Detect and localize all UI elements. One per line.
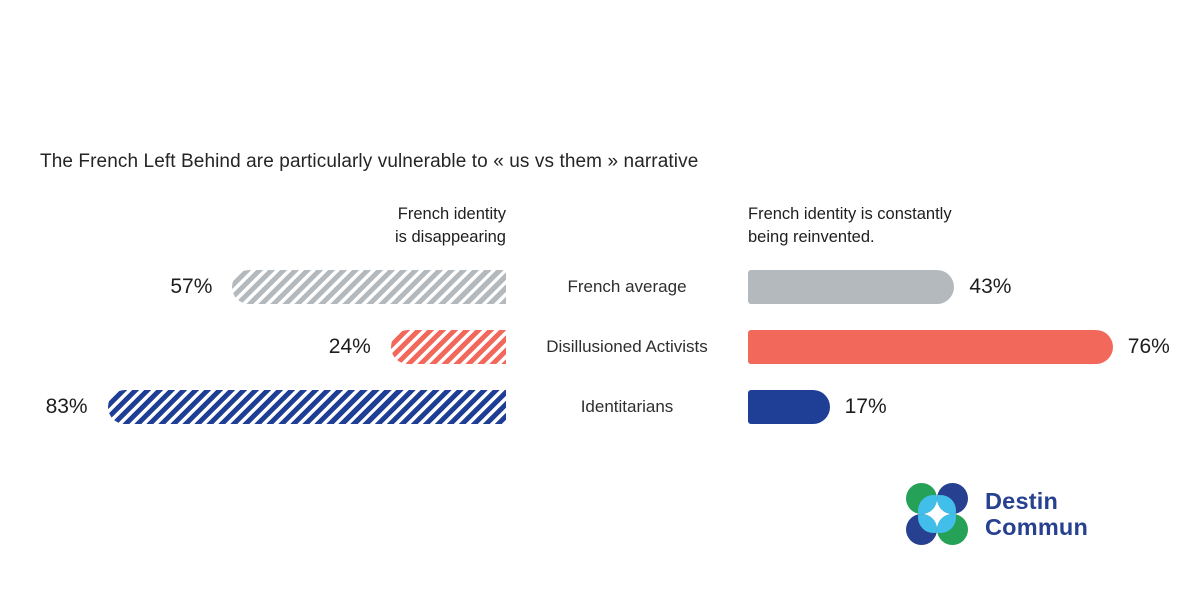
left-bar-hatched <box>232 270 506 304</box>
chart-row-french-average: 57% French average 43% <box>0 270 1200 304</box>
chart-row-disillusioned-activists: 24% Disillusioned Activists 76% <box>0 330 1200 364</box>
destin-commun-logo-icon <box>906 483 968 545</box>
left-bar-hatched <box>107 390 506 424</box>
right-bar-group: 43% <box>748 270 1011 304</box>
right-bar-solid <box>748 270 955 304</box>
left-bar-hatched <box>390 330 506 364</box>
right-value-label: 17% <box>844 395 887 418</box>
left-bar-group: 24% <box>0 330 506 364</box>
logo-wordmark: Destin Commun <box>985 488 1088 540</box>
left-value-label: 83% <box>45 395 88 418</box>
left-column-header: French identity is disappearing <box>395 205 506 246</box>
category-column: Identitarians <box>506 390 748 424</box>
right-bar-solid <box>748 390 830 424</box>
chart-title: The French Left Behind are particularly … <box>40 151 699 172</box>
right-column-header: French identity is constantly being rein… <box>748 205 952 246</box>
right-value-label: 76% <box>1127 335 1170 358</box>
category-label: French average <box>567 277 687 296</box>
category-column: French average <box>506 270 748 304</box>
category-label: Disillusioned Activists <box>546 337 708 356</box>
right-bar-group: 76% <box>748 330 1170 364</box>
right-value-label: 43% <box>969 275 1012 298</box>
logo-wordmark-line1: Destin <box>985 488 1059 514</box>
destin-commun-logo: Destin Commun <box>905 482 1088 546</box>
right-bar-group: 17% <box>748 390 887 424</box>
left-bar-group: 83% <box>0 390 506 424</box>
logo-wordmark-line2: Commun <box>985 514 1089 540</box>
left-bar-group: 57% <box>0 270 506 304</box>
chart-row-identitarians: 83% Identitarians 17% <box>0 390 1200 424</box>
category-column: Disillusioned Activists <box>506 330 748 364</box>
category-label: Identitarians <box>580 397 674 416</box>
right-bar-solid <box>748 330 1113 364</box>
left-value-label: 24% <box>328 335 371 358</box>
left-value-label: 57% <box>170 275 213 298</box>
